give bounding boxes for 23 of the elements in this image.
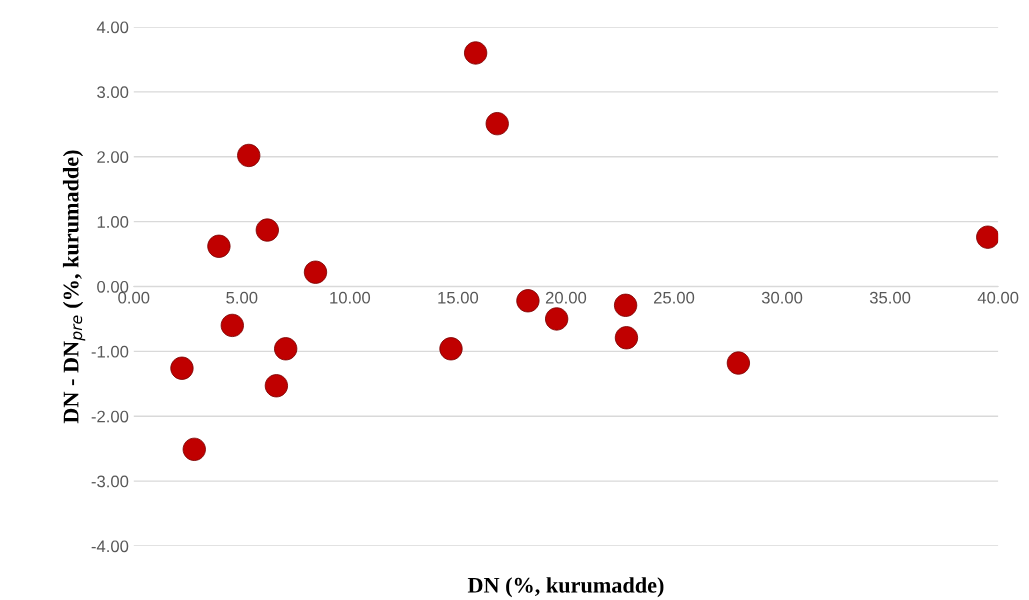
point	[255, 218, 279, 242]
x-tick-label: 20.00	[545, 291, 587, 304]
x-axis-title: DN (%, kurumadde)	[467, 577, 664, 598]
point	[303, 260, 328, 284]
x-tick-label: 0.00	[118, 291, 150, 304]
x-tick-label: 35.00	[869, 291, 911, 304]
x-tick-label: 40.00	[977, 291, 1019, 304]
x-tick-label: 15.00	[438, 291, 479, 304]
x-tick-label: 10.00	[330, 291, 371, 304]
point	[464, 41, 488, 65]
x-tick-label: 5.00	[226, 291, 258, 304]
y-axis-title: DN - DN$_{pre}$ (%, kurumadde)	[62, 150, 86, 424]
y-tick-label: 4.00	[96, 21, 129, 34]
y-tick-label: 1.00	[97, 216, 129, 228]
y-tick-label: -3.00	[91, 475, 129, 488]
y-tick-label: -4.00	[91, 540, 129, 553]
y-tick-label: 3.00	[97, 86, 129, 99]
y-tick-label: 0.00	[97, 280, 129, 293]
x-tick-label: 30.00	[761, 291, 803, 304]
y-tick-label: -1.00	[91, 345, 129, 358]
y-tick-label: -2.00	[91, 410, 129, 423]
y-tick-label: 2.00	[97, 151, 129, 163]
x-tick-label: 25.00	[653, 291, 695, 304]
